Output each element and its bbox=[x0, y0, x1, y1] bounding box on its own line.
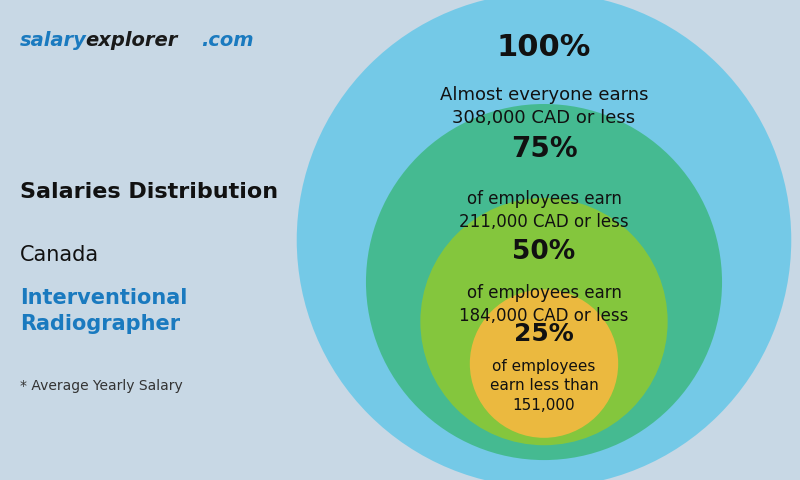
Text: Salaries Distribution: Salaries Distribution bbox=[20, 182, 278, 203]
Text: salary: salary bbox=[20, 31, 87, 50]
Text: Interventional
Radiographer: Interventional Radiographer bbox=[20, 288, 187, 334]
Text: of employees
earn less than
151,000: of employees earn less than 151,000 bbox=[490, 359, 598, 413]
Text: 100%: 100% bbox=[497, 33, 591, 61]
Circle shape bbox=[470, 289, 618, 438]
Text: * Average Yearly Salary: * Average Yearly Salary bbox=[20, 379, 183, 393]
Circle shape bbox=[297, 0, 791, 480]
Text: 75%: 75% bbox=[510, 134, 578, 163]
Text: explorer: explorer bbox=[86, 31, 178, 50]
Text: of employees earn
211,000 CAD or less: of employees earn 211,000 CAD or less bbox=[459, 190, 629, 231]
Text: of employees earn
184,000 CAD or less: of employees earn 184,000 CAD or less bbox=[459, 284, 629, 325]
Text: 25%: 25% bbox=[514, 322, 574, 346]
Text: Almost everyone earns
308,000 CAD or less: Almost everyone earns 308,000 CAD or les… bbox=[440, 86, 648, 127]
Circle shape bbox=[420, 198, 668, 445]
Text: Canada: Canada bbox=[20, 245, 99, 265]
Text: 50%: 50% bbox=[512, 240, 576, 265]
Text: .com: .com bbox=[202, 31, 254, 50]
Circle shape bbox=[366, 104, 722, 460]
